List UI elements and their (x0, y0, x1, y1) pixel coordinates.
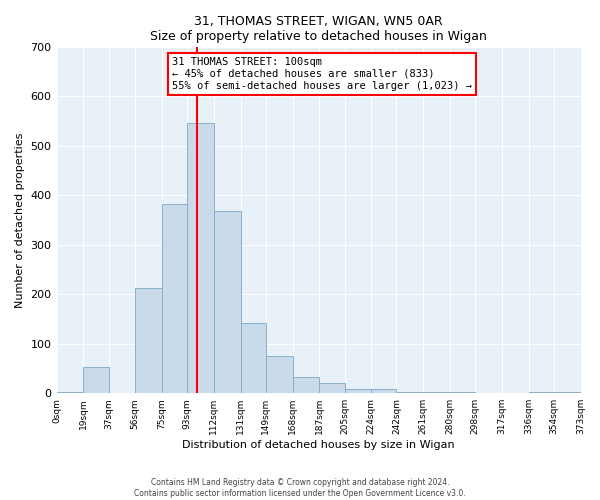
Bar (83, 367, 109, 393)
Bar (293, 377, 319, 393)
Bar (135, 288, 162, 393)
Bar (214, 210, 241, 393)
Title: 31, THOMAS STREET, WIGAN, WN5 0AR
Size of property relative to detached houses i: 31, THOMAS STREET, WIGAN, WN5 0AR Size o… (150, 15, 487, 43)
Text: 31 THOMAS STREET: 100sqm
← 45% of detached houses are smaller (833)
55% of semi-: 31 THOMAS STREET: 100sqm ← 45% of detach… (172, 58, 472, 90)
Bar (397, 392, 423, 393)
Bar (56, 392, 83, 393)
Y-axis label: Number of detached properties: Number of detached properties (15, 132, 25, 308)
Bar (423, 392, 450, 393)
Bar (450, 392, 475, 393)
Bar (319, 384, 344, 393)
Bar (554, 392, 581, 393)
Bar (162, 204, 187, 393)
Text: Contains HM Land Registry data © Crown copyright and database right 2024.
Contai: Contains HM Land Registry data © Crown c… (134, 478, 466, 498)
Bar (241, 324, 266, 393)
Bar (266, 356, 293, 393)
Bar (344, 390, 371, 393)
Bar (371, 390, 397, 393)
X-axis label: Distribution of detached houses by size in Wigan: Distribution of detached houses by size … (182, 440, 455, 450)
Bar (187, 122, 214, 393)
Bar (529, 392, 554, 393)
